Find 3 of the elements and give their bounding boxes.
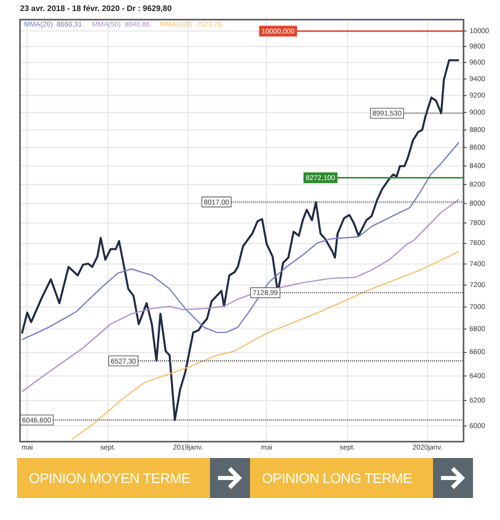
chart-title: 23 avr. 2018 - 18 févr. 2020 - Dr : 9629,80 bbox=[20, 4, 172, 14]
text: OPINION LONG TERME bbox=[261, 470, 412, 486]
text: OPINION MOYEN TERME bbox=[28, 470, 190, 486]
